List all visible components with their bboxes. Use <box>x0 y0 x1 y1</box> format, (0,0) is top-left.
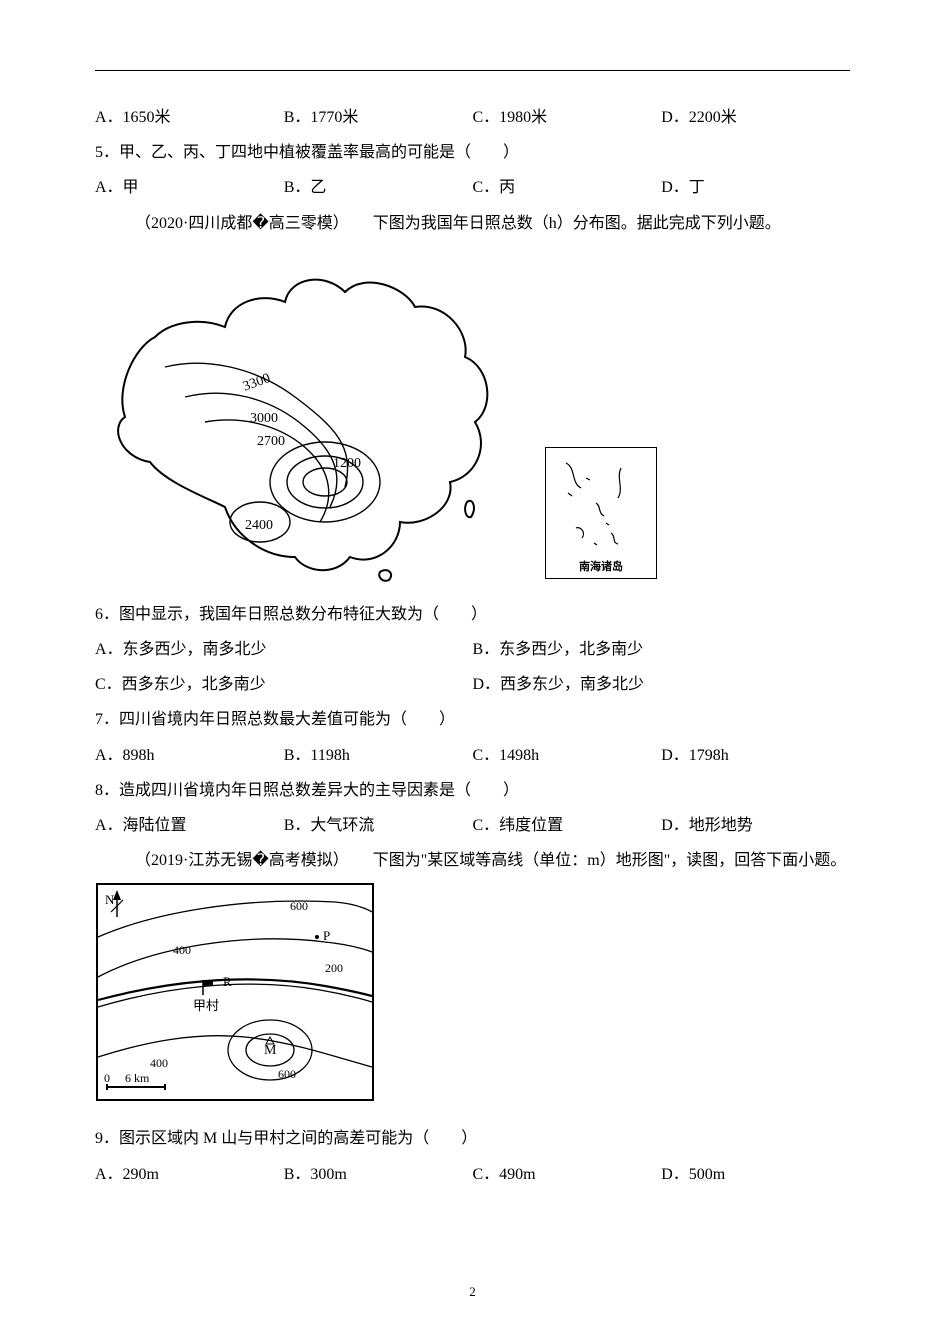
q5-stem: 5．甲、乙、丙、丁四地中植被覆盖率最高的可能是（ ） <box>95 135 850 170</box>
north-label: N <box>105 892 115 907</box>
china-map-svg: 3300 3000 2700 1200 2400 <box>95 247 525 587</box>
map-label-2700: 2700 <box>257 434 285 449</box>
q7-options: A．898h B．1198h C．1498h D．1798h <box>95 738 850 773</box>
q9-options: A．290m B．300m C．490m D．500m <box>95 1157 850 1192</box>
top-rule <box>95 70 850 71</box>
point-r: R <box>223 974 232 989</box>
q7-optB: B．1198h <box>284 738 473 773</box>
peak-m: M <box>264 1043 277 1058</box>
q9-stem: 9．图示区域内 M 山与甲村之间的高差可能为（ ） <box>95 1121 850 1156</box>
source2-line: （2019·江苏无锡�高考模拟） 下图为"某区域等高线（单位：m）地形图"，读图… <box>95 843 850 878</box>
q8-options: A．海陆位置 B．大气环流 C．纬度位置 D．地形地势 <box>95 808 850 843</box>
q5-optC: C．丙 <box>473 170 662 205</box>
q5-options: A．甲 B．乙 C．丙 D．丁 <box>95 170 850 205</box>
prompt2: 下图为"某区域等高线（单位：m）地形图"，读图，回答下面小题。 <box>373 852 847 869</box>
source1-line: （2020·四川成都�高三零模） 下图为我国年日照总数（h）分布图。据此完成下列… <box>95 206 850 241</box>
map-label-2400: 2400 <box>245 518 273 533</box>
q7-optC: C．1498h <box>473 738 662 773</box>
q8-optC: C．纬度位置 <box>473 808 662 843</box>
q4-optC: C．1980米 <box>473 100 662 135</box>
contour-map-svg: N P R 甲村 M <box>95 882 375 1102</box>
label-400b: 400 <box>150 1056 168 1070</box>
figure-china-map: 3300 3000 2700 1200 2400 南海诸岛 <box>95 247 850 587</box>
q8-optD: D．地形地势 <box>661 808 850 843</box>
page-number: 2 <box>0 1278 945 1307</box>
label-600b: 600 <box>278 1067 296 1081</box>
q6-options: A．东多西少，南多北少 B．东多西少，北多南少 C．西多东少，北多南少 D．西多… <box>95 632 850 702</box>
source2: （2019·江苏无锡�高考模拟） <box>135 852 349 869</box>
q7-stem: 7．四川省境内年日照总数最大差值可能为（ ） <box>95 702 850 737</box>
q4-optA: A．1650米 <box>95 100 284 135</box>
inset-label: 南海诸岛 <box>546 561 656 574</box>
map-label-3000: 3000 <box>250 411 278 426</box>
q5-optB: B．乙 <box>284 170 473 205</box>
q4-options: A．1650米 B．1770米 C．1980米 D．2200米 <box>95 100 850 135</box>
q6-optA: A．东多西少，南多北少 <box>95 632 473 667</box>
map-label-3300: 3300 <box>241 371 272 395</box>
label-200: 200 <box>325 961 343 975</box>
inset-svg <box>546 448 656 578</box>
south-sea-inset: 南海诸岛 <box>545 447 657 579</box>
q4-optB: B．1770米 <box>284 100 473 135</box>
point-p: P <box>323 928 330 943</box>
q6-optD: D．西多东少，南多北少 <box>473 667 851 702</box>
q9-optA: A．290m <box>95 1157 284 1192</box>
q5-optD: D．丁 <box>661 170 850 205</box>
q4-optD: D．2200米 <box>661 100 850 135</box>
q7-optA: A．898h <box>95 738 284 773</box>
q9-optD: D．500m <box>661 1157 850 1192</box>
label-600a: 600 <box>290 899 308 913</box>
q9-optB: B．300m <box>284 1157 473 1192</box>
q8-optB: B．大气环流 <box>284 808 473 843</box>
q7-optD: D．1798h <box>661 738 850 773</box>
label-400a: 400 <box>173 943 191 957</box>
prompt1: 下图为我国年日照总数（h）分布图。据此完成下列小题。 <box>373 215 781 232</box>
q8-stem: 8．造成四川省境内年日照总数差异大的主导因素是（ ） <box>95 773 850 808</box>
q6-stem: 6．图中显示，我国年日照总数分布特征大致为（ ） <box>95 597 850 632</box>
q6-optC: C．西多东少，北多南少 <box>95 667 473 702</box>
scale-zero: 0 <box>104 1071 110 1085</box>
scale-dist: 6 km <box>125 1071 150 1085</box>
q8-optA: A．海陆位置 <box>95 808 284 843</box>
q6-optB: B．东多西少，北多南少 <box>473 632 851 667</box>
exam-page: A．1650米 B．1770米 C．1980米 D．2200米 5．甲、乙、丙、… <box>0 0 945 1337</box>
source1: （2020·四川成都�高三零模） <box>135 215 349 232</box>
q5-optA: A．甲 <box>95 170 284 205</box>
map-label-1200: 1200 <box>333 456 361 471</box>
village-label: 甲村 <box>193 998 219 1013</box>
q9-optC: C．490m <box>473 1157 662 1192</box>
